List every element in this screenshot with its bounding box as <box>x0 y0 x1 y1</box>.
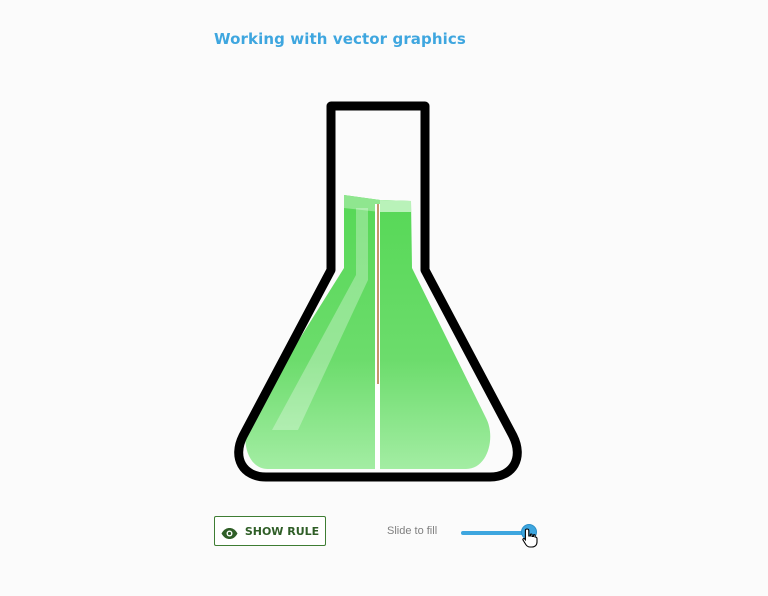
eye-icon <box>221 526 238 539</box>
glass-reflection <box>272 208 368 430</box>
liquid-surface-right <box>380 200 411 212</box>
flask-outline <box>234 101 522 482</box>
flask-graphic <box>234 101 522 482</box>
show-rule-button[interactable]: SHOW RULE <box>214 516 326 546</box>
page-title: Working with vector graphics <box>214 30 466 48</box>
liquid-fill <box>245 195 491 469</box>
slider-track[interactable] <box>461 531 531 535</box>
stirring-rod-core <box>377 204 379 384</box>
show-rule-label: SHOW RULE <box>244 524 320 538</box>
hand-cursor-icon <box>522 528 538 548</box>
liquid-surface-left <box>344 195 380 212</box>
slider-label: Slide to fill <box>387 525 438 537</box>
